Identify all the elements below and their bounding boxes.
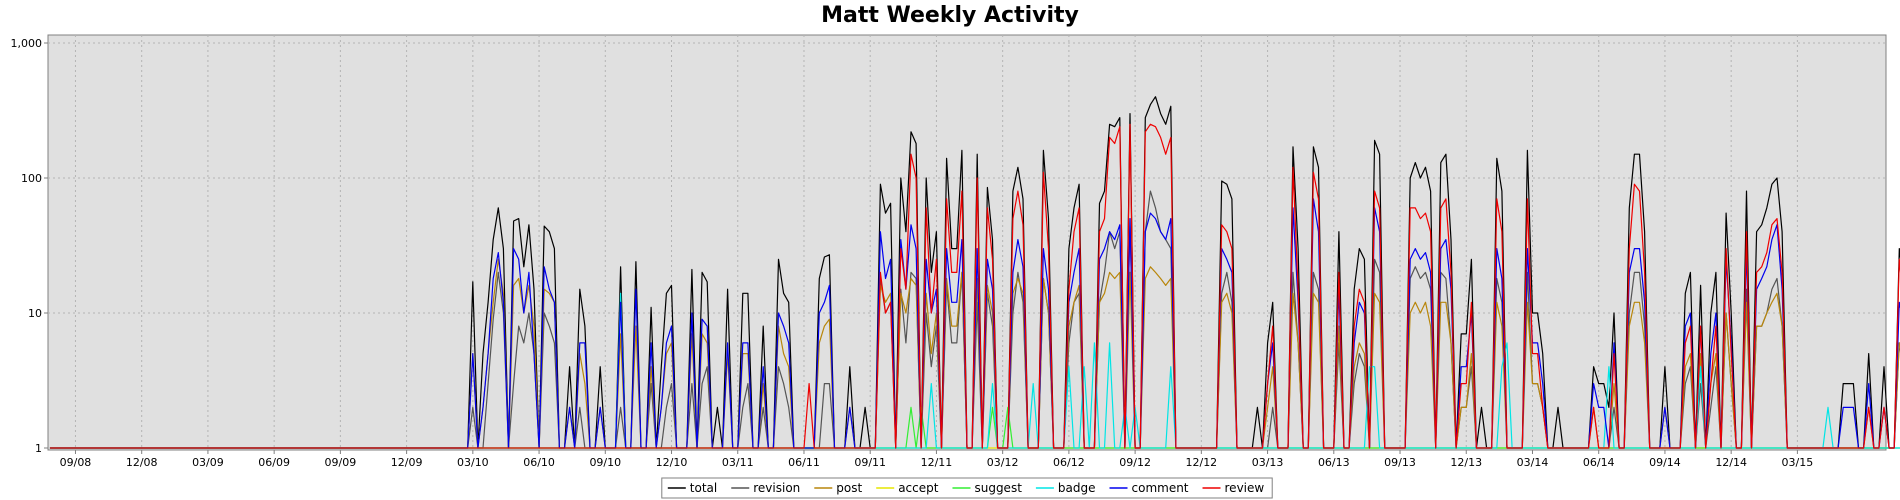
legend-label-review: review	[1225, 481, 1265, 495]
legend-item-post: post	[814, 481, 862, 495]
legend-label-revision: revision	[753, 481, 800, 495]
x-tick-label: 09/14	[1649, 456, 1681, 469]
y-tick-label: 1	[35, 442, 42, 455]
x-tick-label: 06/14	[1583, 456, 1615, 469]
legend-item-comment: comment	[1109, 481, 1189, 495]
x-tick-label: 06/09	[258, 456, 290, 469]
legend-label-total: total	[690, 481, 717, 495]
legend-label-suggest: suggest	[974, 481, 1022, 495]
legend-item-accept: accept	[876, 481, 939, 495]
y-axis: 1 10 100 1,000	[11, 37, 48, 455]
y-tick-label: 10	[28, 307, 42, 320]
plot-area	[47, 34, 1887, 451]
legend-label-comment: comment	[1132, 481, 1189, 495]
legend-item-suggest: suggest	[952, 481, 1022, 495]
x-tick-label: 12/14	[1715, 456, 1747, 469]
x-tick-label: 12/12	[1185, 456, 1217, 469]
x-tick-label: 03/12	[987, 456, 1019, 469]
x-tick-label: 03/10	[457, 456, 489, 469]
x-tick-label: 09/12	[1119, 456, 1151, 469]
y-tick-label: 100	[21, 172, 42, 185]
x-tick-label: 03/13	[1252, 456, 1284, 469]
x-tick-label: 12/09	[391, 456, 423, 469]
legend-label-accept: accept	[898, 481, 939, 495]
x-tick-label: 03/11	[722, 456, 754, 469]
x-tick-label: 09/08	[60, 456, 92, 469]
series-line-review	[50, 123, 1900, 449]
legend: total revision post accept suggest badge comme…	[661, 477, 1273, 499]
legend-item-revision: revision	[731, 481, 800, 495]
x-axis: 09/08 12/08 03/09 06/09 09/09 12/09 03/10 06/10…	[60, 450, 1814, 469]
legend-label-post: post	[836, 481, 862, 495]
legend-item-badge: badge	[1035, 481, 1096, 495]
x-tick-label: 12/11	[921, 456, 953, 469]
x-tick-label: 09/11	[854, 456, 886, 469]
x-tick-label: 03/09	[192, 456, 224, 469]
chart-title: Matt Weekly Activity	[821, 3, 1079, 28]
y-tick-label: 1,000	[11, 37, 43, 50]
x-tick-label: 09/10	[589, 456, 621, 469]
legend-label-badge: badge	[1058, 481, 1096, 495]
x-tick-label: 12/08	[126, 456, 158, 469]
x-tick-label: 12/13	[1450, 456, 1482, 469]
x-tick-label: 06/13	[1318, 456, 1350, 469]
x-tick-label: 09/13	[1384, 456, 1416, 469]
x-tick-label: 06/10	[523, 456, 555, 469]
series-lines	[50, 96, 1900, 449]
x-tick-label: 03/15	[1782, 456, 1814, 469]
x-tick-label: 09/09	[325, 456, 357, 469]
legend-item-review: review	[1202, 481, 1265, 495]
x-tick-label: 12/10	[656, 456, 688, 469]
legend-item-total: total	[667, 481, 717, 495]
x-tick-label: 06/12	[1053, 456, 1085, 469]
x-tick-label: 03/14	[1517, 456, 1549, 469]
x-tick-label: 06/11	[788, 456, 820, 469]
